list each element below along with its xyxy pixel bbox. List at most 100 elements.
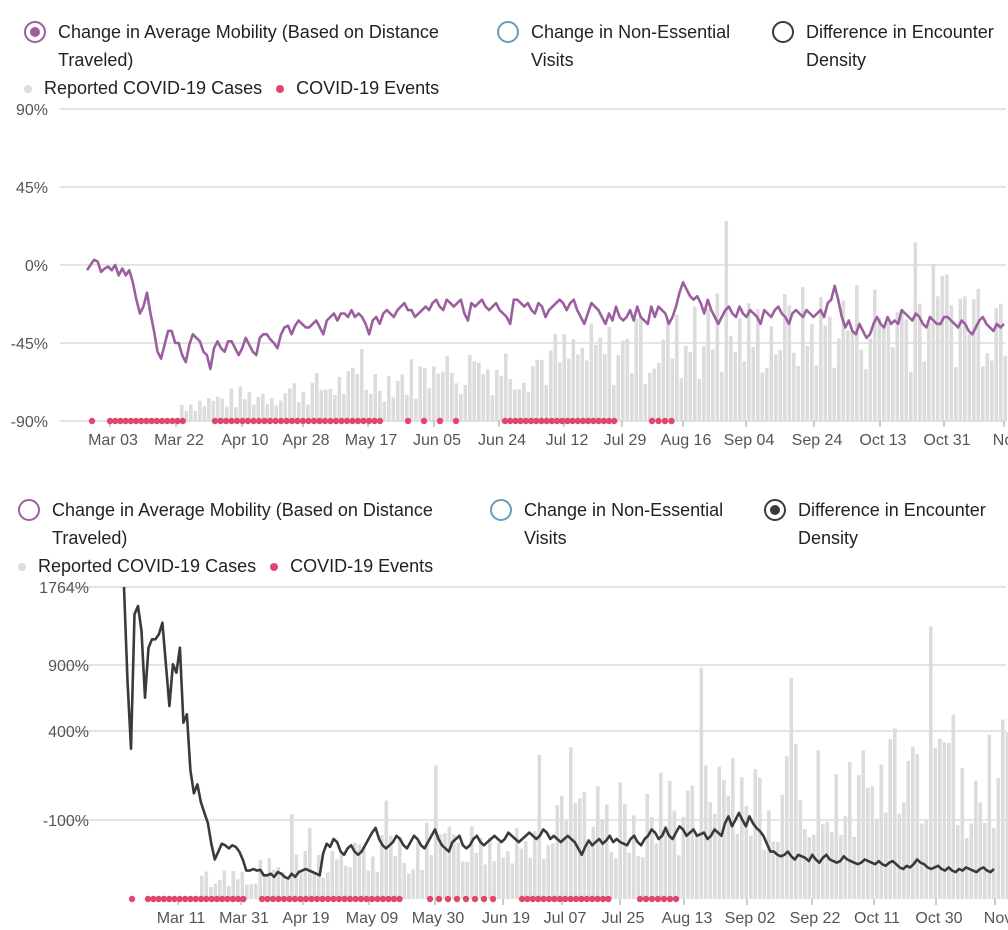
event-dot — [264, 895, 271, 903]
case-bar — [909, 371, 913, 421]
case-bar — [726, 795, 731, 899]
case-bar — [837, 338, 841, 421]
radio-average-mobility-selected[interactable] — [24, 21, 46, 43]
radio-encounter-density-selected[interactable] — [764, 499, 786, 521]
event-dot — [258, 895, 266, 903]
event-dot — [578, 895, 585, 903]
event-dot — [269, 895, 277, 903]
case-bar — [461, 861, 465, 899]
case-bar — [882, 324, 886, 421]
event-dot — [595, 417, 602, 425]
case-bar — [627, 852, 632, 899]
case-bar — [954, 367, 958, 421]
case-bar — [922, 361, 927, 421]
case-bar — [200, 875, 204, 899]
case-bar — [805, 346, 810, 421]
y-tick-label: 400% — [48, 724, 89, 741]
case-bar — [810, 324, 814, 421]
case-bar — [981, 366, 985, 421]
case-bar — [695, 834, 699, 899]
case-bar — [652, 368, 657, 421]
event-dot — [294, 417, 301, 425]
event-dot — [211, 417, 219, 425]
case-bar — [423, 368, 427, 421]
case-bar — [546, 845, 551, 899]
case-bar — [569, 747, 573, 899]
case-bar — [220, 398, 225, 421]
case-bar — [513, 389, 517, 421]
case-bar — [411, 869, 416, 899]
case-bar — [292, 383, 297, 421]
event-dot — [574, 417, 581, 425]
case-bar — [612, 385, 616, 421]
case-bar — [227, 885, 231, 899]
mobility-chart-panel: Change in Average Mobility (Based on Dis… — [0, 0, 1008, 460]
case-bar — [540, 360, 544, 421]
case-bar — [416, 841, 420, 899]
case-bar — [267, 858, 272, 899]
case-bar — [589, 323, 594, 421]
case-bar — [715, 293, 720, 421]
event-dot — [535, 895, 542, 903]
case-bar — [614, 858, 618, 899]
case-bar — [456, 842, 461, 899]
case-bar — [362, 847, 366, 899]
case-bar — [447, 826, 452, 899]
event-dot — [585, 417, 592, 425]
case-bar — [506, 851, 510, 899]
case-bar — [967, 334, 972, 421]
event-dot — [529, 895, 536, 903]
case-bar — [938, 738, 942, 899]
case-bar — [850, 330, 855, 421]
case-bar — [315, 373, 319, 421]
case-bar — [405, 394, 409, 421]
case-bar — [387, 376, 391, 421]
case-bar — [508, 379, 513, 421]
radio-option-encounter-density[interactable]: Difference in Encounter Density — [772, 18, 1008, 74]
radio-option-average-mobility[interactable]: Change in Average Mobility (Based on Dis… — [24, 18, 464, 74]
case-bar — [272, 869, 276, 899]
radio-option-non-essential-visits-2[interactable]: Change in Non-Essential Visits — [490, 496, 740, 552]
case-bar — [357, 844, 362, 899]
event-dot — [299, 417, 307, 425]
event-dot — [305, 417, 312, 425]
case-bar — [949, 305, 954, 421]
radio-non-essential-visits-2[interactable] — [490, 499, 512, 521]
case-bar — [686, 790, 690, 899]
radio-option-average-mobility-2[interactable]: Change in Average Mobility (Based on Dis… — [18, 496, 458, 552]
case-bar — [785, 756, 789, 899]
event-dot — [538, 417, 545, 425]
event-dot — [360, 417, 367, 425]
x-tick-label: Sep 24 — [792, 432, 843, 449]
case-bar — [756, 309, 760, 421]
radio-option-non-essential-visits[interactable]: Change in Non-Essential Visits — [497, 18, 747, 74]
case-bar — [360, 349, 364, 421]
x-tick-label: Mar 31 — [219, 910, 269, 927]
event-dot — [471, 895, 479, 903]
event-dot — [452, 417, 460, 425]
radio-encounter-density[interactable] — [772, 21, 794, 43]
case-bar — [562, 334, 567, 421]
event-dot — [572, 895, 580, 903]
x-tick-label: Apr 19 — [282, 910, 329, 927]
radio-average-mobility-2[interactable] — [18, 499, 40, 521]
case-bar — [895, 312, 900, 421]
case-bar — [936, 296, 940, 421]
case-bar — [868, 338, 873, 421]
event-dot — [160, 895, 168, 903]
radio-non-essential-visits[interactable] — [497, 21, 519, 43]
case-bar — [265, 404, 270, 421]
event-dot — [343, 417, 351, 425]
event-dot — [559, 417, 566, 425]
series-line — [85, 258, 1005, 371]
case-bar — [697, 378, 702, 421]
case-bar — [281, 872, 285, 899]
radio-option-encounter-density-2[interactable]: Difference in Encounter Density — [764, 496, 1008, 552]
case-bar — [306, 404, 310, 421]
case-bar — [983, 822, 987, 899]
event-dot — [636, 895, 644, 903]
event-dot — [277, 417, 285, 425]
case-bar — [371, 856, 375, 899]
case-bar — [288, 388, 292, 421]
case-bar — [1001, 719, 1005, 899]
